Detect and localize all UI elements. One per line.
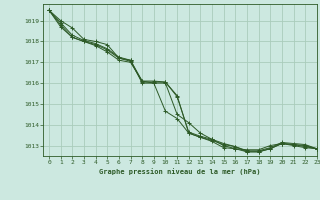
X-axis label: Graphe pression niveau de la mer (hPa): Graphe pression niveau de la mer (hPa): [99, 168, 261, 175]
